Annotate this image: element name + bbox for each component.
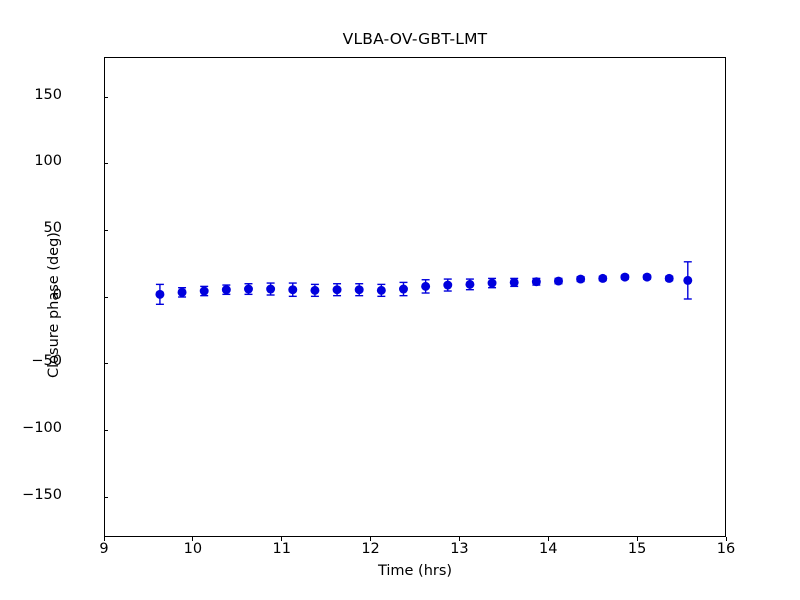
data-point-marker bbox=[155, 289, 165, 299]
x-tick-mark bbox=[281, 537, 283, 541]
x-tick-label: 15 bbox=[627, 541, 647, 557]
y-tick-mark bbox=[104, 429, 108, 431]
data-point-group bbox=[376, 283, 386, 298]
x-axis-label: Time (hrs) bbox=[377, 563, 453, 579]
data-point-marker bbox=[221, 285, 231, 295]
data-point-marker bbox=[487, 278, 497, 288]
data-point-marker bbox=[509, 277, 519, 287]
data-point-group bbox=[399, 281, 408, 297]
data-point-marker bbox=[376, 285, 386, 295]
x-tick-label: 9 bbox=[99, 541, 109, 557]
x-tick-label: 13 bbox=[450, 541, 469, 557]
x-tick-label: 12 bbox=[361, 541, 380, 557]
data-point-group bbox=[288, 282, 298, 298]
data-point-marker bbox=[421, 281, 431, 291]
data-point-marker bbox=[266, 284, 276, 294]
data-point-group bbox=[177, 287, 187, 298]
data-point-group bbox=[266, 282, 276, 296]
x-tick-label: 14 bbox=[539, 541, 558, 557]
data-point-group bbox=[509, 277, 519, 288]
data-point-marker bbox=[642, 272, 652, 282]
data-point-marker bbox=[310, 285, 320, 295]
x-tick-mark bbox=[370, 537, 372, 541]
x-tick-mark bbox=[636, 537, 638, 541]
data-point-marker bbox=[399, 284, 408, 294]
x-tick-label: 11 bbox=[272, 541, 291, 557]
data-point-marker bbox=[332, 285, 342, 295]
y-tick-mark bbox=[104, 363, 108, 365]
data-point-marker bbox=[199, 286, 209, 296]
y-tick-mark bbox=[104, 496, 108, 498]
data-point-group bbox=[465, 278, 475, 291]
data-point-marker bbox=[177, 287, 187, 297]
x-tick-label: 10 bbox=[183, 541, 203, 557]
data-point-group bbox=[332, 283, 342, 297]
data-point-marker bbox=[664, 273, 674, 283]
data-point-group bbox=[354, 283, 364, 297]
y-tick-mark bbox=[104, 229, 108, 231]
data-point-group bbox=[221, 284, 231, 296]
data-point-group bbox=[620, 272, 630, 282]
data-point-group bbox=[487, 277, 497, 289]
data-point-group bbox=[310, 283, 320, 298]
data-point-marker bbox=[465, 279, 475, 289]
data-point-marker bbox=[554, 276, 563, 286]
y-axis-label: Closure phase (deg) bbox=[46, 232, 62, 378]
data-point-group bbox=[421, 279, 431, 294]
data-point-group bbox=[576, 274, 586, 284]
x-tick-mark bbox=[458, 537, 461, 541]
x-tick-mark bbox=[103, 537, 105, 541]
data-layer bbox=[155, 261, 693, 305]
data-point-group bbox=[531, 277, 541, 287]
x-tick-mark bbox=[547, 537, 549, 541]
y-tick-mark bbox=[104, 163, 108, 165]
chart-title: VLBA-OV-GBT-LMT bbox=[342, 30, 488, 48]
data-point-marker bbox=[354, 285, 364, 295]
y-tick-mark bbox=[104, 96, 108, 98]
data-point-group bbox=[554, 276, 563, 286]
data-point-marker bbox=[620, 272, 630, 282]
data-point-group bbox=[155, 283, 165, 305]
data-point-group bbox=[664, 273, 674, 283]
data-point-marker bbox=[244, 284, 253, 294]
y-tick-mark bbox=[104, 296, 108, 298]
data-point-group bbox=[642, 272, 652, 282]
data-point-group bbox=[443, 278, 453, 292]
data-point-marker bbox=[683, 275, 693, 285]
x-tick-mark bbox=[192, 537, 194, 541]
data-point-marker bbox=[576, 274, 586, 284]
data-point-group bbox=[244, 283, 253, 296]
data-point-marker bbox=[598, 273, 608, 283]
data-point-marker bbox=[531, 277, 541, 287]
data-point-group bbox=[199, 285, 209, 297]
data-point-marker bbox=[288, 285, 298, 295]
x-tick-mark bbox=[725, 537, 727, 541]
plot-area bbox=[104, 57, 726, 537]
data-point-group bbox=[683, 261, 693, 300]
x-tick-label: 16 bbox=[716, 541, 736, 557]
data-point-group bbox=[598, 273, 608, 283]
data-point-marker bbox=[443, 280, 453, 290]
